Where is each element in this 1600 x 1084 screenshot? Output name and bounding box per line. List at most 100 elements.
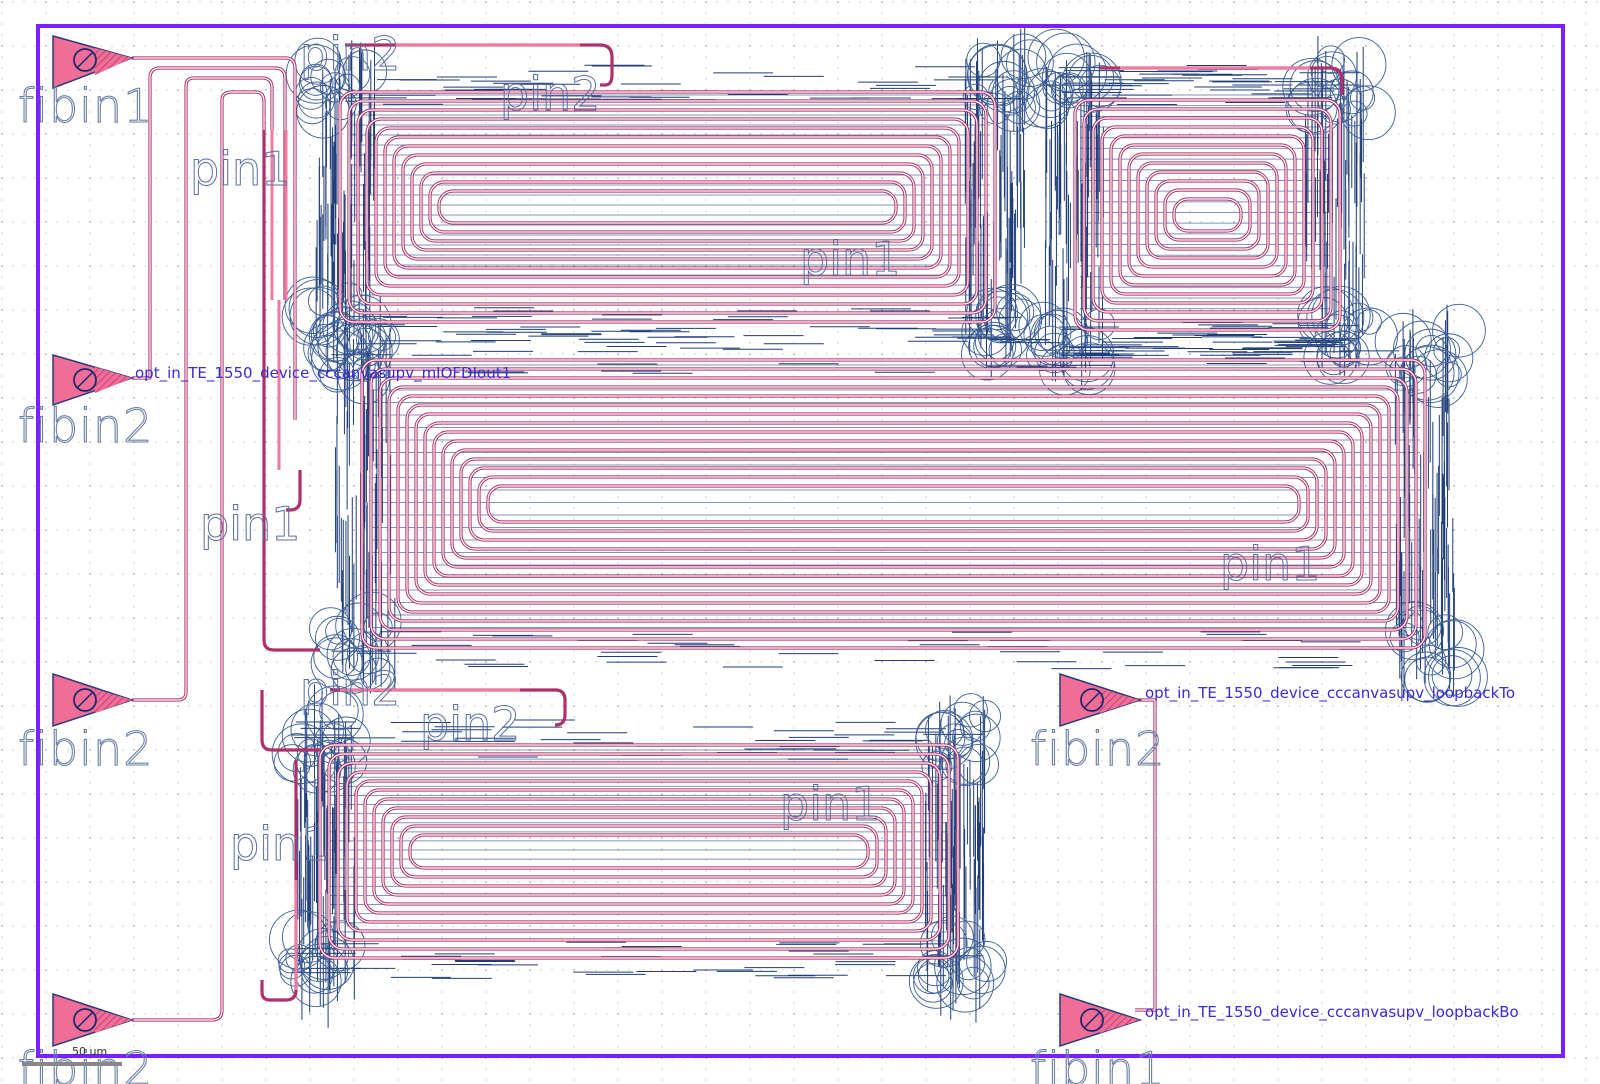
waveguide-layer: [318, 90, 1427, 960]
via-circle: [1018, 301, 1068, 351]
via-circle: [296, 738, 326, 767]
via-circle: [940, 701, 985, 746]
via-circle: [285, 944, 313, 972]
via-circle: [1343, 302, 1374, 333]
spiral-loop-core: [460, 458, 1327, 550]
via-circle: [314, 920, 366, 972]
spiral-loop-core: [1173, 198, 1242, 232]
via-circle: [913, 963, 953, 1003]
spiral-loop-core: [487, 485, 1300, 523]
spiral-loop-core: [319, 744, 959, 959]
via-circle: [1042, 71, 1075, 104]
opt-in-label: opt_in_TE_1550_device_cccanvasupv_loopba…: [1145, 684, 1515, 703]
via-circle: [1331, 37, 1387, 93]
spiral-loop-core: [469, 467, 1318, 541]
spiral-loop-core: [337, 762, 941, 941]
pin-label: pin1: [780, 777, 880, 831]
grating-coupler[interactable]: [52, 354, 135, 407]
spiral-loop-core: [379, 377, 1408, 631]
via-circle: [1427, 614, 1464, 651]
via-circle: [1002, 90, 1036, 124]
via-circle: [335, 73, 361, 99]
spiral-loop-core: [355, 780, 923, 923]
via-circle: [332, 637, 371, 676]
via-circle: [1398, 355, 1437, 394]
spiral-loop-core: [364, 789, 914, 914]
spiral-loop-core: [1110, 135, 1305, 295]
scale-bar-label: 50 um: [72, 1045, 107, 1058]
scale-bar: 50 um: [22, 1045, 122, 1066]
spiral-loop-core: [375, 127, 960, 287]
via-circle: [1329, 338, 1359, 368]
gc-label: fibin1: [18, 79, 153, 133]
floorplan-boundary: [36, 24, 1565, 1058]
via-circle: [1409, 349, 1468, 408]
spiral-loop-core: [1164, 189, 1251, 241]
spiral-loop-core: [366, 118, 969, 296]
spiral-loop-core: [1128, 153, 1287, 277]
grating-coupler[interactable]: [52, 35, 135, 90]
spiral-loop-core: [370, 368, 1417, 640]
feed-waveguides: [132, 56, 1157, 1022]
via-circle: [303, 323, 351, 372]
gc-label: fibin2: [18, 722, 153, 776]
spiral-loop-core: [1119, 144, 1296, 286]
via-circle: [978, 60, 1030, 113]
grating-coupler[interactable]: [1059, 672, 1143, 728]
grating-coupler[interactable]: [1059, 992, 1143, 1048]
grating-coupler-icon: [73, 688, 97, 712]
via-circle: [1287, 77, 1345, 135]
spiral-loop-core: [391, 816, 887, 887]
spiral-loop-core: [357, 109, 978, 305]
grating-coupler[interactable]: [52, 672, 135, 728]
via-circle: [1341, 100, 1368, 127]
spiral-loop-core: [409, 834, 869, 869]
spiral-loop-core: [1074, 99, 1341, 331]
spiral-loop-core: [388, 386, 1399, 622]
gc-label: fibin1: [1030, 1042, 1165, 1084]
via-circle: [363, 612, 393, 642]
via-circle: [310, 311, 362, 362]
spiral-loop-core: [1101, 126, 1314, 304]
pin-label: pin1: [1220, 537, 1320, 591]
via-circle: [952, 713, 1001, 763]
via-circle: [956, 966, 990, 1000]
via-circle: [273, 744, 312, 782]
spiral-loop-core: [361, 359, 1426, 649]
spiral-loop-core: [373, 798, 905, 905]
via-circle: [1356, 309, 1382, 335]
spiral-loop-core: [348, 100, 987, 314]
opt-in-label: opt_in_TE_1550_device_cccanvasupv_loopba…: [1145, 1003, 1519, 1022]
via-circle: [1401, 344, 1460, 404]
via-circle: [326, 627, 380, 681]
spiral-loop-core: [478, 476, 1309, 532]
via-circle: [953, 693, 988, 728]
spiral-loop-core: [429, 181, 906, 233]
via-circle: [966, 941, 1008, 982]
spiral-loop-core: [1146, 171, 1269, 259]
via-circle: [1404, 656, 1451, 703]
via-circle: [1012, 68, 1072, 128]
spiral-loop-core: [433, 431, 1354, 577]
spiral-loop-core: [1083, 108, 1332, 322]
via-circle: [1025, 84, 1070, 129]
spiral-loop-core: [402, 154, 933, 260]
spiral-loop-core: [339, 91, 996, 323]
via-circle: [1423, 649, 1481, 707]
grating-coupler[interactable]: [52, 992, 135, 1048]
pin-label: pin1: [230, 817, 330, 871]
spiral-loop-core: [328, 753, 950, 950]
via-circle: [1402, 605, 1438, 641]
via-circle: [975, 287, 1031, 342]
spiral-loop-core: [411, 163, 924, 251]
pin-label: pin1: [190, 142, 290, 196]
via-circle: [1415, 645, 1447, 676]
gc-label: fibin2: [18, 399, 153, 453]
pin-label: pin2: [300, 662, 400, 716]
via-circle: [968, 700, 1002, 733]
grating-coupler-icon: [73, 368, 97, 392]
via-circle: [1428, 620, 1477, 669]
via-circle: [1058, 326, 1089, 357]
via-circle: [1400, 651, 1452, 703]
